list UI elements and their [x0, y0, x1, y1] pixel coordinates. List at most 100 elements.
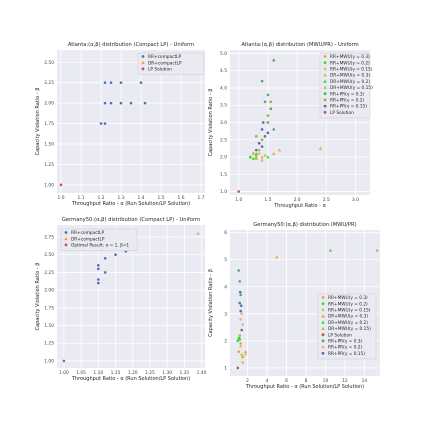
y-tick-label: 1.00	[44, 182, 54, 188]
series-6	[254, 153, 267, 159]
y-tick-label: 4	[224, 284, 227, 290]
legend	[317, 293, 377, 360]
data-point	[269, 100, 273, 104]
data-point	[119, 101, 123, 105]
data-point	[260, 128, 264, 131]
legend-marker	[321, 314, 325, 318]
x-tick-label: 1.3	[118, 195, 125, 201]
legend-marker	[321, 345, 325, 349]
chart-title: Atlanta:(α,β) distribution (MWU/PR) - Un…	[241, 42, 358, 48]
data-point	[241, 355, 244, 359]
data-point	[248, 155, 253, 159]
legend-label: RR+MWU(γ = 0.15)	[328, 308, 371, 314]
legend-label: RR+compactLP	[71, 230, 105, 236]
chart-panel-3: 1.00 1.05 1.10 1.15 1.20 1.25 1.30 1.35 1.40 1.00…	[35, 217, 207, 382]
y-tick-label: 1.5	[220, 172, 227, 178]
data-point	[103, 81, 107, 84]
legend	[319, 52, 371, 119]
series-10	[237, 190, 241, 193]
chart-title: Atlanta:(α,β) distribution (Compact LP) …	[68, 42, 194, 48]
data-point	[254, 135, 258, 138]
y-tick-label: 1.25	[44, 162, 54, 168]
y-axis-label: Capacity Violation Ratio - β	[208, 269, 214, 337]
legend-marker	[323, 67, 327, 71]
x-axis-label: Throughput Ratio - α	[273, 203, 326, 209]
y-tick-label: 1.50	[44, 323, 54, 329]
data-point	[254, 151, 258, 155]
x-axis-label: Throughput Ratio - α (Run Solution/LP So…	[71, 376, 190, 382]
legend-label: RR+MWU(γ = 0.3)	[328, 295, 368, 301]
data-point	[260, 155, 264, 159]
legend-label: RR+PR(γ = 0.3)	[330, 91, 365, 97]
data-point	[240, 352, 244, 356]
data-point	[266, 93, 270, 97]
chart-title: Germany50:(α,β) distribution (MWU/PR)	[253, 222, 356, 228]
x-tick-label: 14	[362, 378, 368, 384]
legend-marker	[323, 92, 327, 96]
y-tick-label: 2.00	[44, 288, 54, 294]
data-point	[99, 122, 103, 125]
data-point	[240, 312, 243, 316]
data-point	[97, 264, 100, 267]
legend-marker	[64, 231, 68, 234]
y-axis-label: Capacity Violation Ratio - β	[35, 88, 41, 156]
data-point	[103, 101, 107, 105]
legend-label: RR+MWU(γ = 0.2)	[328, 301, 368, 307]
legend-marker	[323, 55, 327, 58]
legend-marker	[323, 85, 327, 89]
data-point	[109, 101, 113, 105]
data-point	[260, 79, 264, 83]
x-axis-label: Throughput Ratio - α (Run Solution/LP So…	[245, 384, 364, 390]
data-point	[263, 100, 267, 104]
series-3	[62, 359, 66, 363]
series-1	[99, 81, 147, 125]
data-point	[260, 159, 264, 162]
x-tick-label: 1.1	[78, 195, 85, 201]
data-point	[318, 146, 323, 150]
legend-marker	[323, 104, 327, 108]
y-tick-label: 3.0	[220, 120, 227, 126]
data-point	[272, 59, 276, 62]
x-tick-label: 1.40	[197, 370, 207, 376]
x-tick-label: 1.7	[198, 195, 205, 201]
y-tick-label: 3.5	[220, 103, 227, 109]
x-tick-label: 1.4	[138, 195, 145, 201]
data-point	[263, 153, 267, 157]
series-3	[59, 183, 63, 187]
y-tick-label: 2.00	[44, 101, 54, 107]
y-tick-label: 2.0	[220, 155, 227, 161]
data-point	[237, 190, 241, 193]
data-point	[240, 328, 243, 332]
data-point	[252, 157, 255, 161]
data-point	[239, 344, 243, 348]
y-tick-label: 3	[224, 311, 227, 317]
chart-title: Germany50:(α,β) distribution (Compact LP…	[62, 217, 200, 223]
y-tick-label: 4.0	[220, 85, 227, 91]
series-9	[254, 121, 270, 152]
y-axis-label: Capacity Violation Ratio - β	[35, 263, 41, 331]
data-point	[236, 339, 240, 343]
data-point	[238, 280, 242, 283]
legend-label: RR+MWU(γ = 0.15)	[330, 67, 373, 73]
data-point	[277, 148, 282, 152]
data-point	[239, 317, 243, 321]
series-10	[238, 290, 243, 332]
legend-label: RR+PR(γ = 0.3)	[328, 339, 363, 345]
data-point	[263, 135, 267, 138]
data-point	[272, 128, 276, 131]
series-1	[237, 334, 244, 359]
data-point	[103, 256, 107, 260]
x-tick-label: 1.2	[98, 195, 105, 201]
data-point	[238, 334, 242, 337]
x-tick-label: 1.00	[59, 370, 69, 376]
legend-label: RR+PR(γ = 0.2)	[330, 98, 365, 104]
data-point	[103, 271, 107, 274]
data-point	[237, 350, 241, 353]
legend-marker	[141, 67, 145, 71]
y-tick-label: 1.75	[44, 121, 54, 127]
data-point	[266, 155, 270, 159]
legend-label: RR+PR(γ = 0.2)	[328, 345, 363, 351]
x-tick-label: 2	[246, 378, 249, 384]
x-tick-label: 12	[342, 378, 348, 384]
